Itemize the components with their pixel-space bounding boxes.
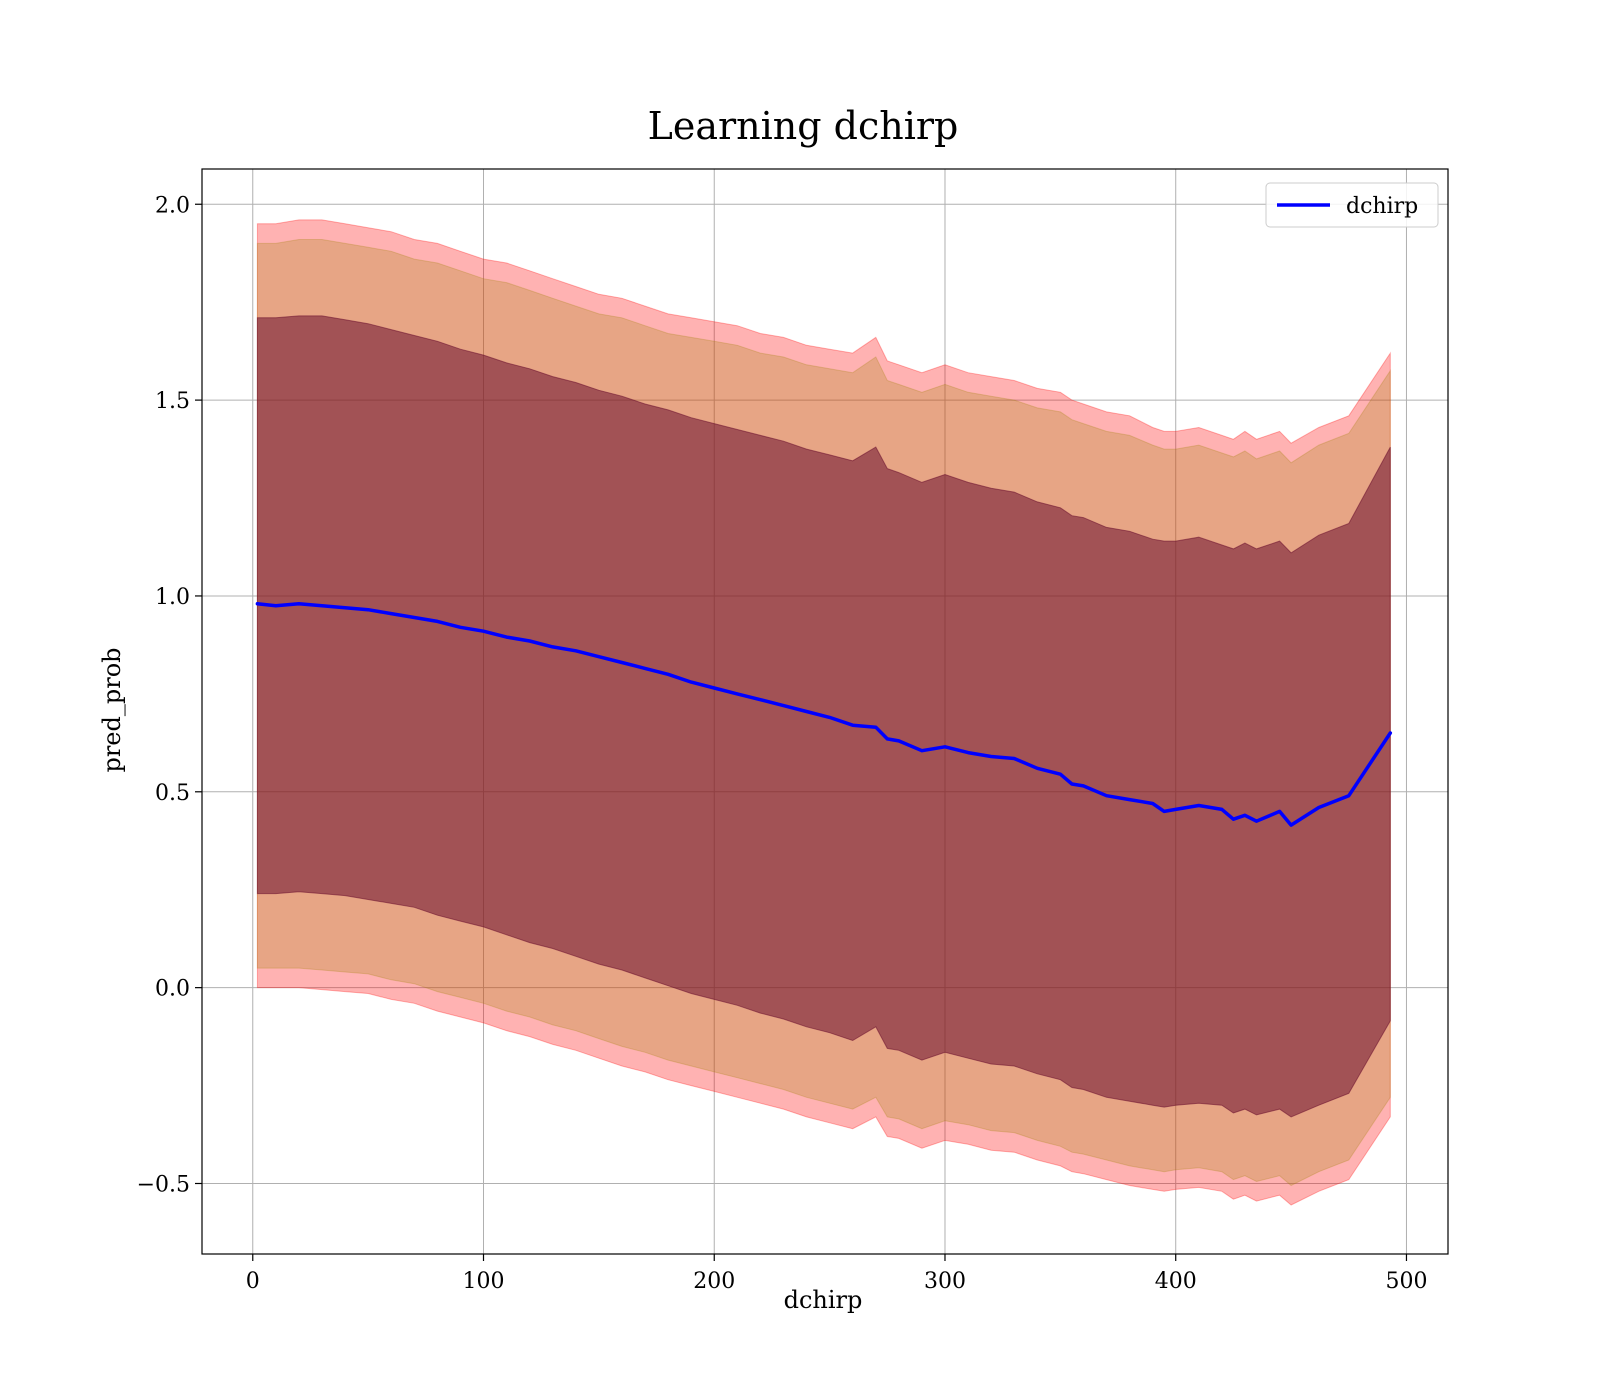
x-tick-label-0: 0	[246, 1269, 260, 1294]
x-tick-label-3: 300	[924, 1269, 966, 1294]
y-tick-label-2: 0.5	[155, 781, 190, 806]
x-axis-label: dchirp	[784, 1286, 863, 1314]
x-tick-label-5: 500	[1385, 1269, 1427, 1294]
y-tick-label-4: 1.5	[155, 389, 190, 414]
chart-title: Learning dchirp	[648, 104, 959, 148]
y-tick-label-1: 0.0	[155, 977, 190, 1002]
y-tick-label-3: 1.0	[155, 585, 190, 610]
legend-label: dchirp	[1346, 194, 1418, 219]
y-tick-label-5: 2.0	[155, 193, 190, 218]
x-tick-label-1: 100	[463, 1269, 505, 1294]
plot-frame	[201, 168, 1449, 1255]
y-axis-label: pred_prob	[98, 647, 126, 772]
series-line-dchirp	[255, 602, 1393, 827]
x-tick-label-4: 400	[1155, 1269, 1197, 1294]
legend-box	[1265, 182, 1439, 228]
x-tick-label-2: 200	[693, 1269, 735, 1294]
legend: dchirp	[1265, 182, 1439, 228]
y-tick-label-0: −0.5	[137, 1172, 190, 1197]
